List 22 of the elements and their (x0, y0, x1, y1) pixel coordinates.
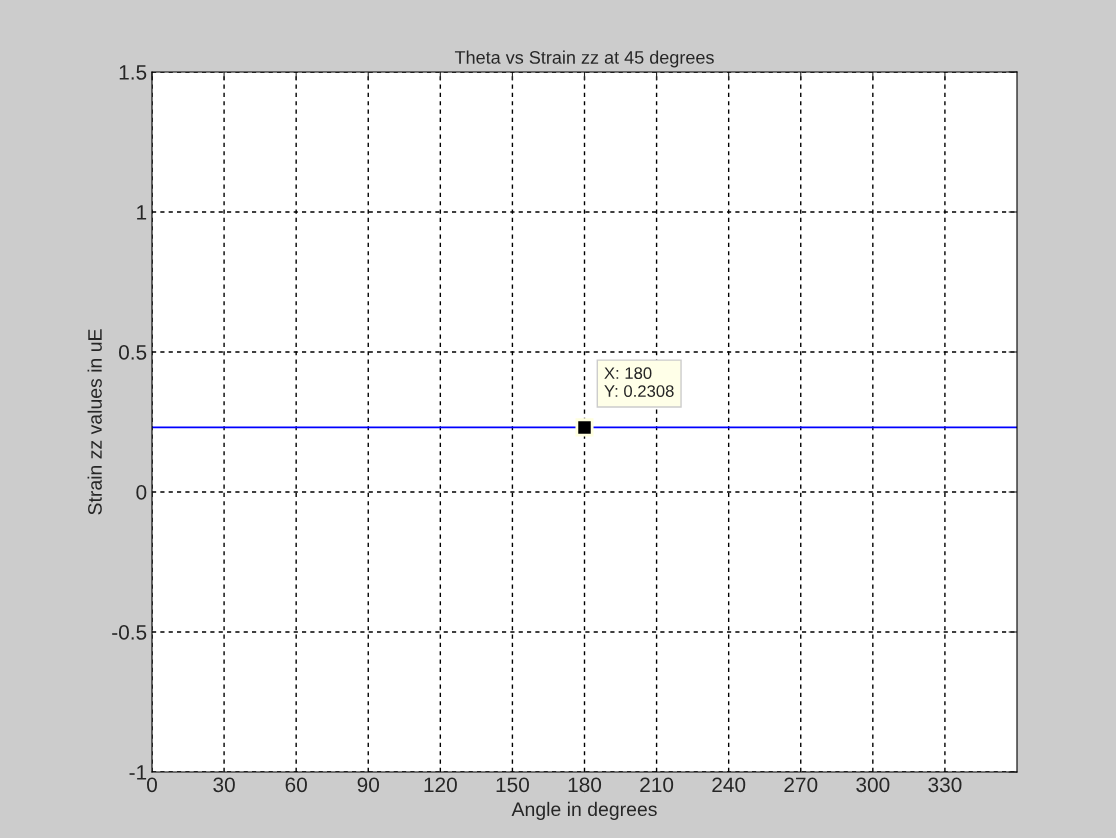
y-tick-label: -1 (129, 765, 147, 780)
y-tick-label: 1 (137, 205, 147, 220)
x-tick-label: 60 (285, 777, 307, 793)
chart-title: Theta vs Strain zz at 45 degrees (454, 50, 714, 68)
x-tick-label: 330 (928, 777, 962, 793)
x-tick-label: 210 (640, 777, 674, 793)
y-axis-title: Strain zz values in uE (87, 329, 102, 515)
x-tick-label: 0 (147, 777, 157, 793)
x-tick-label: 30 (213, 777, 235, 793)
x-tick-label: 90 (357, 777, 380, 793)
x-tick-label: 180 (568, 777, 602, 793)
x-tick-label: 240 (712, 777, 746, 793)
x-tick-label: 300 (856, 777, 890, 793)
x-tick-label: 150 (496, 777, 529, 793)
y-tick-label: 0 (136, 485, 147, 500)
y-tick-label: -0.5 (112, 625, 147, 640)
x-tick-label: 120 (424, 777, 457, 793)
y-tick-label: 0.5 (118, 345, 147, 360)
y-tick-label: 1.5 (119, 65, 147, 80)
annotation: X: 180 Y: 0.2308 (604, 367, 674, 397)
x-tick-label: 270 (784, 777, 818, 793)
x-axis-title: Angle in degrees (511, 801, 657, 820)
